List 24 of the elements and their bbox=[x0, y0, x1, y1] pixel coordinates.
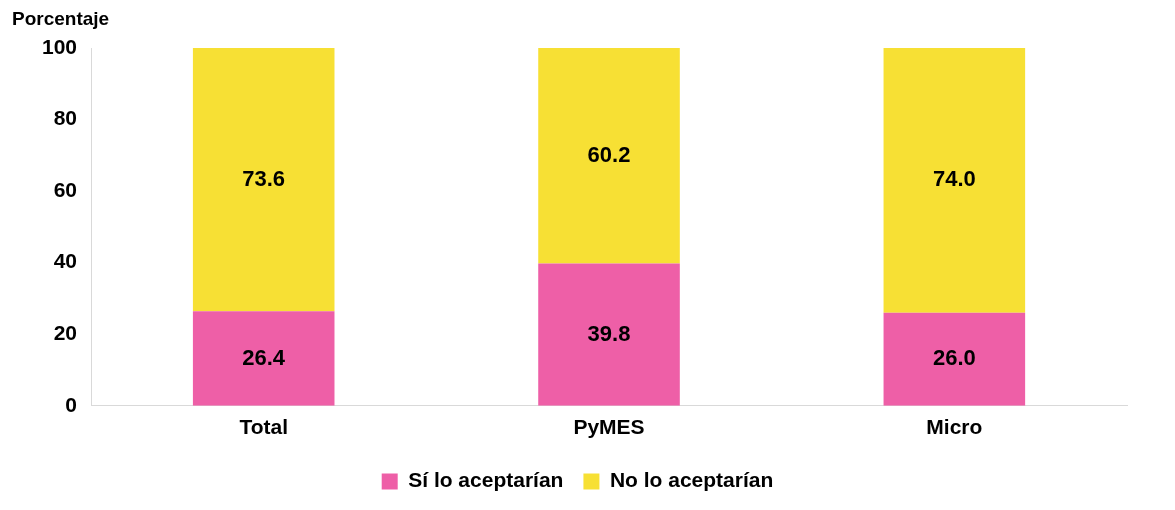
text: 74.0 bbox=[932, 166, 976, 192]
x-tick-label: PyMES bbox=[573, 415, 645, 439]
x-tick-label: Total bbox=[239, 415, 288, 439]
bar bbox=[883, 48, 1026, 313]
text: 73.6 bbox=[242, 165, 286, 191]
legend-label: No lo aceptarían bbox=[609, 468, 774, 492]
bar bbox=[883, 312, 1026, 406]
text: 60.2 bbox=[587, 141, 631, 167]
y-tick-label: 0 bbox=[65, 392, 78, 416]
y-tick-label: 80 bbox=[53, 106, 78, 130]
legend-label: Sí lo aceptarían bbox=[408, 468, 564, 492]
text: 26.4 bbox=[242, 344, 286, 370]
y-tick-label: 100 bbox=[41, 34, 78, 58]
y-tick-label: 60 bbox=[53, 177, 78, 201]
y-tick-label: 40 bbox=[53, 249, 78, 273]
bar bbox=[538, 263, 680, 406]
y-axis-title: Porcentaje bbox=[12, 7, 110, 29]
text: 26.0 bbox=[932, 345, 976, 371]
bar bbox=[192, 48, 335, 312]
bar bbox=[538, 48, 680, 264]
y-tick-label: 20 bbox=[53, 321, 78, 345]
bar bbox=[192, 311, 335, 406]
x-tick-label: Micro bbox=[926, 415, 983, 439]
text: 39.8 bbox=[587, 320, 631, 346]
